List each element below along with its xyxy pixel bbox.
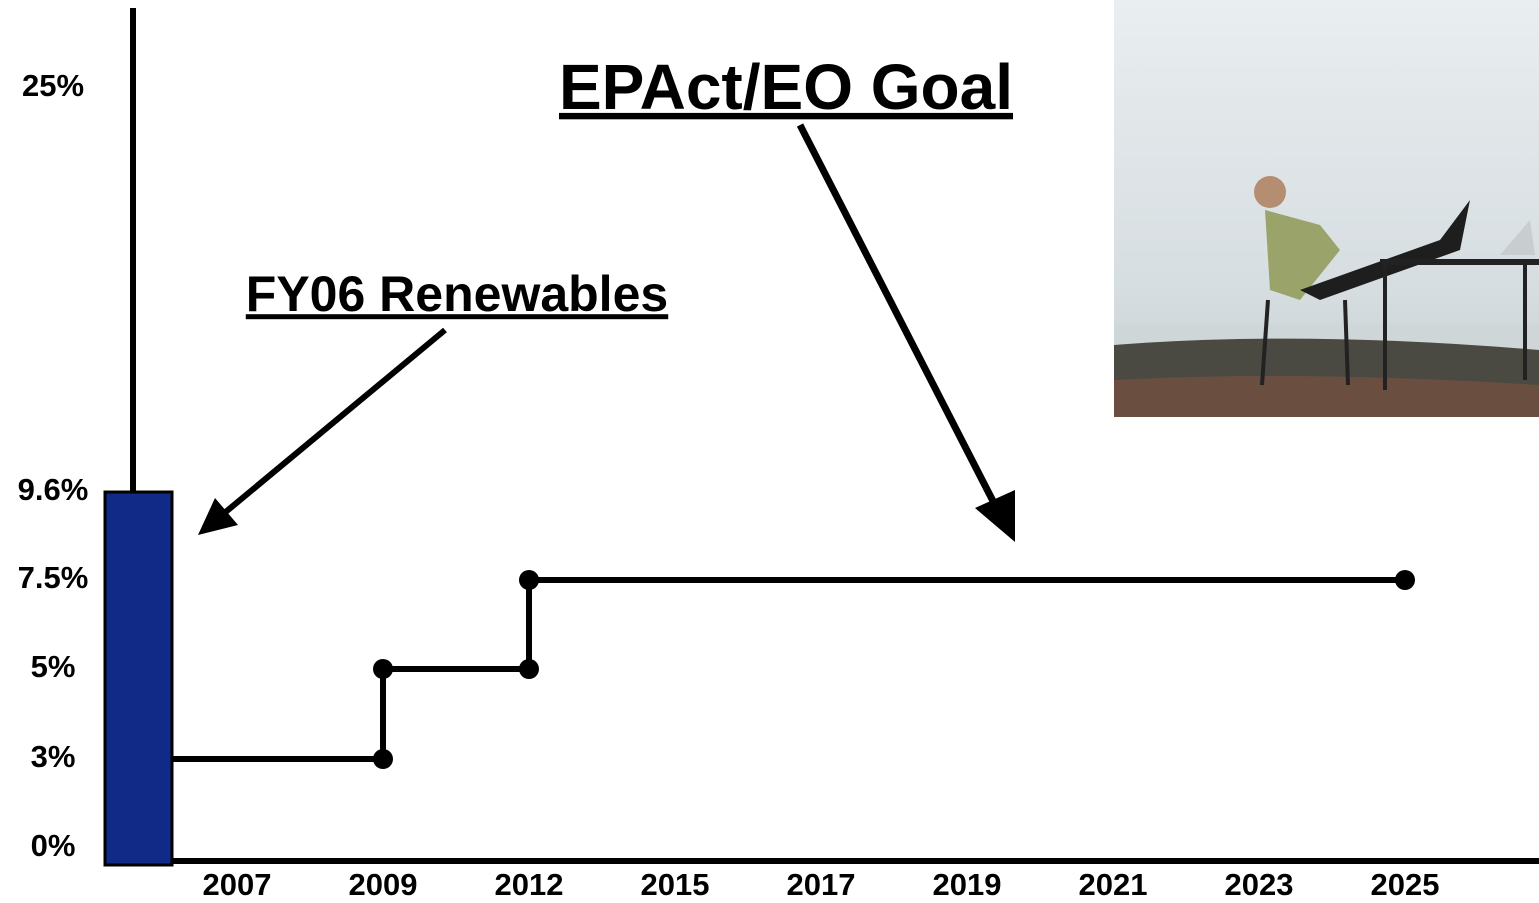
y-tick-label: 3% [31, 739, 76, 774]
point [373, 659, 393, 679]
x-tick-label: 2021 [1079, 867, 1148, 902]
line-annotation: EPAct/EO Goal [559, 51, 1013, 123]
step-line [172, 577, 1405, 762]
arrow [796, 123, 1015, 542]
y-tick-label: 7.5% [18, 560, 89, 595]
y-tick-label: 0% [31, 828, 76, 863]
photo [1114, 0, 1539, 417]
point [1395, 570, 1415, 590]
y-tick-label: 25% [22, 68, 84, 103]
x-tick-label: 2023 [1225, 867, 1294, 902]
y-tick-label: 5% [31, 649, 76, 684]
bar-annotation: FY06 Renewables [246, 266, 668, 322]
x-tick-label: 2019 [933, 867, 1002, 902]
point [519, 659, 539, 679]
x-tick-label: 2025 [1371, 867, 1440, 902]
x-tick-label: 2015 [641, 867, 710, 902]
x-tick-label: 2007 [203, 867, 272, 902]
point [519, 570, 539, 590]
x-tick-label: 2012 [495, 867, 564, 902]
arrow [198, 327, 447, 535]
bar [103, 490, 174, 867]
y-tick-label: 9.6% [18, 472, 89, 507]
x-tick-label: 2017 [787, 867, 856, 902]
x-tick-label: 2009 [349, 867, 418, 902]
point [373, 749, 393, 769]
